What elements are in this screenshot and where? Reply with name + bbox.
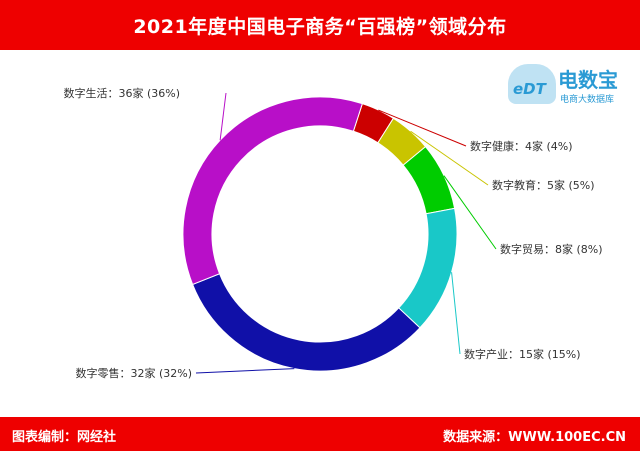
logo-name: 电数宝	[558, 68, 618, 92]
leader-line-0	[378, 109, 467, 147]
slice-label-5: 数字生活：36家 (36%)	[63, 86, 180, 100]
footer-credit: 图表编制：网经社	[12, 430, 117, 445]
donut-chart: 数字健康：4家 (4%) 数字教育：5家 (5%) 数字贸易：8家 (8%) 数字产业…	[63, 86, 603, 380]
footer: 图表编制：网经社 数据来源：WWW.100EC.CN	[0, 417, 640, 451]
chart-area: 数字健康：4家 (4%) 数字教育：5家 (5%) 数字贸易：8家 (8%) 数字产业…	[0, 50, 640, 417]
slice-label-2: 数字贸易：8家 (8%)	[500, 242, 603, 256]
logo-subtitle: 电商大数据库	[560, 95, 615, 105]
leader-line-2	[443, 175, 497, 250]
slice-label-0: 数字健康：4家 (4%)	[470, 139, 573, 153]
leader-line-3	[451, 272, 461, 355]
leader-line-4	[195, 368, 295, 374]
leader-line-1	[410, 130, 489, 186]
logo-badge-text: eDT	[513, 80, 546, 98]
donut-slice-4	[191, 273, 421, 372]
logo: eDT 电数宝 电商大数据库	[508, 60, 638, 110]
leader-line-5	[219, 92, 227, 141]
chart-title: 2021年度中国电子商务“百强榜”领域分布	[0, 0, 640, 50]
donut-slice-5	[182, 96, 363, 286]
logo-badge-icon: eDT	[508, 64, 556, 104]
footer-source: 数据来源：WWW.100EC.CN	[443, 430, 626, 445]
donut-slice-3	[398, 207, 458, 329]
slice-label-3: 数字产业：15家 (15%)	[464, 347, 581, 361]
slice-label-4: 数字零售：32家 (32%)	[75, 366, 192, 380]
slice-label-1: 数字教育：5家 (5%)	[492, 178, 595, 192]
